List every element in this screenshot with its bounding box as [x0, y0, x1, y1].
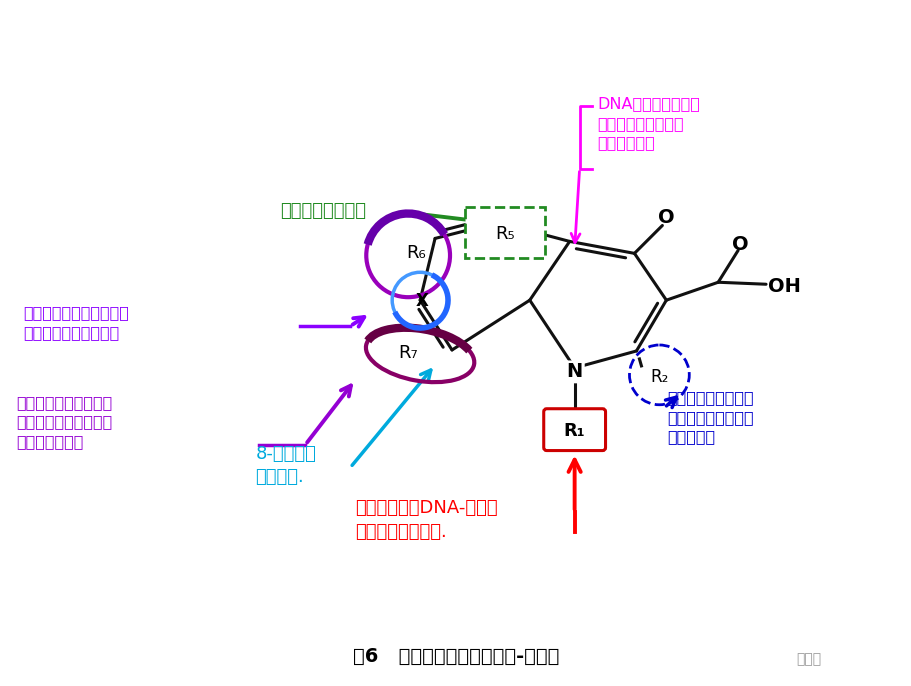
Text: R₅: R₅: [495, 226, 514, 244]
Text: N: N: [566, 362, 582, 381]
Text: R₆: R₆: [405, 244, 425, 262]
Text: O: O: [731, 235, 748, 254]
Text: OH: OH: [767, 276, 800, 296]
Text: 环丙基增强对DNA-促旋酶
复合物的键合能力.: 环丙基增强对DNA-促旋酶 复合物的键合能力.: [355, 499, 497, 541]
Text: DNA促旋酶的结合位
点，对喹诺酮的抗菌
活性不可或缺: DNA促旋酶的结合位 点，对喹诺酮的抗菌 活性不可或缺: [597, 96, 700, 151]
Text: 取代基干扰与酶的结
合，氢或小体积并环
对活性有利: 取代基干扰与酶的结 合，氢或小体积并环 对活性有利: [667, 390, 753, 445]
FancyBboxPatch shape: [465, 206, 544, 259]
Text: 氟有利于渗透性和与促旋
酶结合，进而提高活性: 氟有利于渗透性和与促旋 酶结合，进而提高活性: [24, 305, 129, 340]
Text: 凡默谷: 凡默谷: [795, 652, 821, 665]
Text: 8-甲氧基降
低光毒性.: 8-甲氧基降 低光毒性.: [255, 445, 316, 486]
Text: X: X: [415, 292, 428, 310]
Text: R₇: R₇: [398, 344, 417, 362]
Text: R₁: R₁: [563, 422, 585, 440]
Text: 氨基吠咏烷基增强抗革
兰阳性菌活性，大基团
可降低细菌外排: 氨基吠咏烷基增强抗革 兰阳性菌活性，大基团 可降低细菌外排: [16, 394, 112, 449]
Text: 图6   喹诺酮衍生物的抗菌构-效关系: 图6 喹诺酮衍生物的抗菌构-效关系: [353, 647, 558, 666]
FancyBboxPatch shape: [543, 409, 605, 451]
Text: R₂: R₂: [650, 368, 668, 386]
Text: O: O: [658, 208, 674, 227]
Text: 氨基可降低光敏性: 氨基可降低光敏性: [281, 202, 366, 220]
